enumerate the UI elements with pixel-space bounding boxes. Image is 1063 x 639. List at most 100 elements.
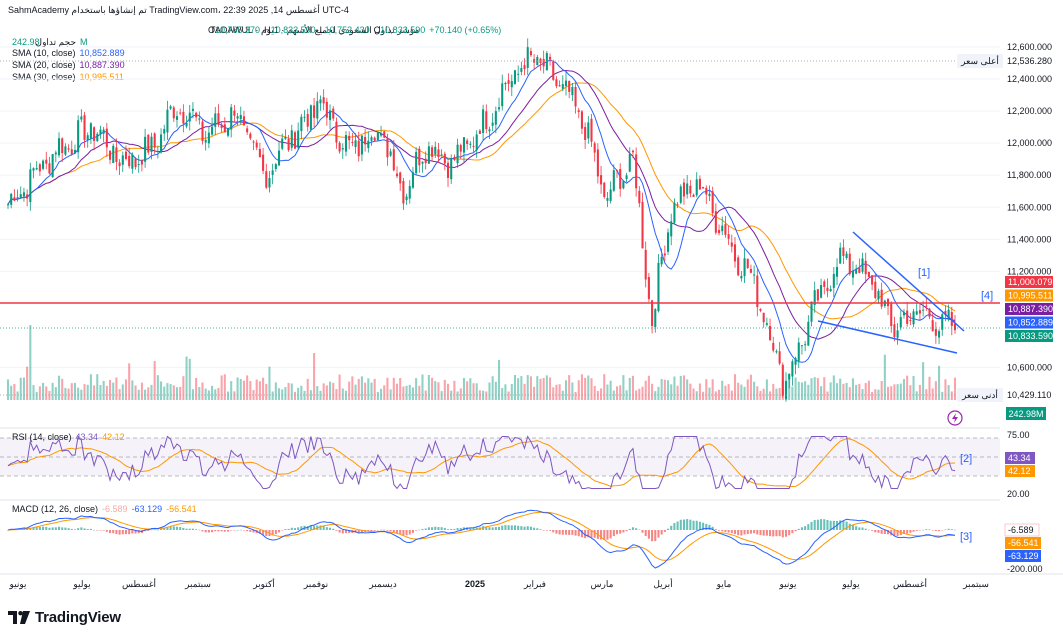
volume-bar — [175, 387, 179, 400]
volume-bar — [953, 377, 957, 400]
candle-body — [619, 169, 622, 189]
volume-bar — [498, 359, 501, 400]
candle-body — [10, 193, 13, 205]
volume-bar — [348, 381, 351, 400]
candle-body — [137, 164, 140, 166]
candle-body — [475, 134, 478, 151]
macd-hist-bar — [380, 529, 383, 531]
volume-bar — [411, 387, 414, 400]
volume-bar — [322, 383, 325, 400]
candle-body — [941, 314, 944, 330]
volume-bar — [906, 375, 909, 400]
macd-signal-line — [7, 511, 956, 561]
rsi-label: RSI (14, close) 43.34 42.12 — [12, 432, 125, 442]
volume-bar — [695, 391, 698, 400]
macd-hist-bar — [45, 526, 48, 530]
volume-bar — [437, 382, 440, 400]
candle-body — [367, 140, 370, 149]
candle-body — [351, 141, 354, 143]
macd-hist-bar — [896, 530, 899, 537]
time-tick: يونيو — [778, 579, 797, 590]
volume-bar — [737, 382, 740, 400]
volume-bar — [657, 386, 660, 400]
volume-bar — [265, 383, 268, 400]
candle-body — [287, 138, 290, 151]
macd-hist-bar — [740, 530, 743, 536]
candle-body — [99, 129, 102, 135]
macd-hist-bar — [115, 530, 118, 535]
macd-hist-bar — [682, 519, 686, 530]
macd-hist-bar — [360, 530, 363, 533]
candle-body — [858, 267, 861, 273]
candle-body — [329, 110, 332, 121]
volume-bar — [848, 387, 851, 400]
macd-hist-bar — [931, 530, 934, 531]
candle-body — [644, 249, 647, 280]
candle-body — [35, 168, 38, 170]
lightning-icon[interactable] — [947, 410, 963, 426]
candle-body — [140, 160, 143, 165]
tradingview-logo-text: TradingView — [35, 609, 121, 626]
candle-body — [549, 56, 552, 60]
macd-hist-bar — [520, 526, 523, 530]
candle-body — [759, 309, 762, 311]
svg-text:-56.541: -56.541 — [1008, 538, 1039, 548]
macd-hist-bar — [504, 525, 507, 530]
volume-bar — [431, 377, 434, 400]
volume-bar — [762, 388, 765, 400]
macd-hist-bar — [536, 528, 539, 530]
svg-text:أعلى سعر: أعلى سعر — [960, 54, 999, 67]
macd-hist-bar — [166, 526, 169, 530]
macd-hist-bar — [848, 523, 851, 530]
macd-hist-bar — [533, 527, 536, 530]
candle-body — [335, 121, 338, 143]
macd-hist-bar — [54, 527, 57, 530]
volume-bar — [832, 375, 835, 400]
volume-bar — [545, 375, 548, 400]
macd-hist-bar — [590, 530, 593, 538]
macd-label: MACD (12, 26, close) -6.589 -63.129 -56.541 — [12, 504, 197, 514]
macd-hist-bar — [555, 530, 558, 534]
volume-bar — [705, 379, 708, 400]
trendline-upper[interactable] — [852, 231, 965, 332]
candle-body — [864, 260, 867, 275]
candle-body — [810, 301, 813, 322]
macd-hist-bar — [169, 526, 172, 530]
candle-body — [584, 126, 587, 140]
volume-bar — [718, 389, 721, 400]
candle-body — [922, 309, 925, 311]
candle-body — [26, 194, 29, 199]
candle-body — [663, 253, 666, 256]
candle-body — [179, 112, 182, 114]
macd-badges: -6.589 -56.541 -63.129 — [1004, 523, 1041, 562]
volume-bar — [682, 375, 686, 400]
time-tick: أبريل — [653, 577, 672, 590]
volume-bar — [724, 385, 727, 400]
volume-bar — [733, 374, 737, 400]
annotation-2: [2] — [960, 453, 972, 465]
macd-hist-bar — [230, 530, 233, 531]
time-axis[interactable]: يونيو يوليو أغسطس سبتمبر أكتوبر نوفمبر ديسمبر 2… — [8, 577, 988, 590]
trendline-lower[interactable] — [817, 320, 958, 354]
price-grid — [0, 46, 1000, 369]
macd-histogram — [6, 519, 957, 542]
candle-body — [944, 310, 947, 315]
tradingview-logo-icon — [8, 611, 30, 624]
candle-body — [912, 311, 915, 325]
candle-body — [823, 281, 826, 287]
volume-bar — [147, 387, 150, 400]
macd-hist-bar — [574, 530, 577, 536]
candle-body — [80, 116, 83, 120]
candle-body — [313, 105, 316, 118]
price-axis[interactable]: 12,600.000 12,400.000 12,200.000 12,000.000… — [1007, 42, 1052, 373]
candle-body — [743, 258, 746, 277]
volume-bar — [807, 384, 810, 400]
macd-hist-bar — [902, 530, 906, 534]
price-badge-bg — [1005, 316, 1053, 329]
volume-bar — [462, 377, 465, 400]
annotation-1: [1] — [918, 267, 930, 279]
candle-body — [93, 127, 96, 141]
volume-bar — [32, 385, 35, 400]
volume-bar — [29, 325, 32, 400]
